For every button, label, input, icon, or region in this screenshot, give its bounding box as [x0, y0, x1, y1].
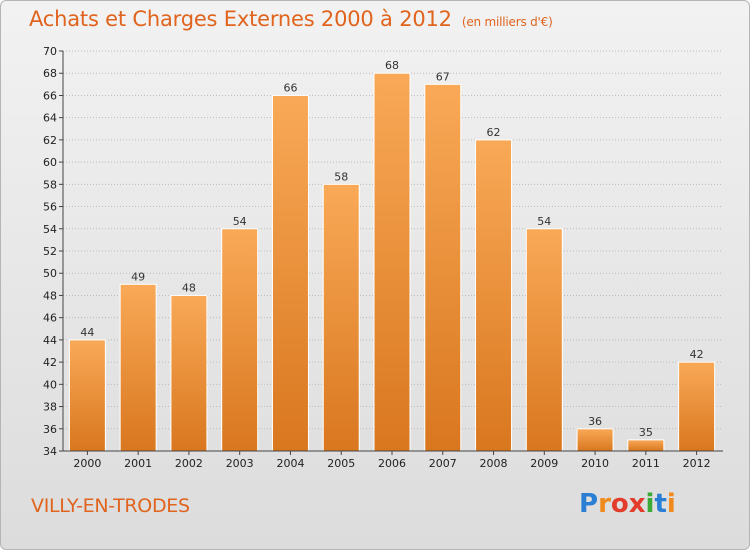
- y-tick-label: 58: [43, 178, 57, 191]
- x-tick-label: 2002: [175, 457, 203, 470]
- x-tick-label: 2001: [124, 457, 152, 470]
- bar-value-label: 42: [690, 348, 704, 361]
- axes: 34 36 38 40 42 44 46 48 50 52 54 56 58 60 62 64 66 68 70 20…: [43, 45, 723, 470]
- bar: [68, 339, 106, 452]
- y-tick-label: 60: [43, 156, 57, 169]
- chart-title: Achats et Charges Externes 2000 à 2012 (e…: [29, 7, 553, 31]
- bar: [576, 428, 614, 452]
- bar-value-label: 58: [334, 170, 348, 183]
- logo-letter: r: [598, 489, 611, 519]
- logo-letter: t: [654, 489, 667, 519]
- y-tick-label: 52: [43, 245, 57, 258]
- y-tick-label: 66: [43, 89, 57, 102]
- title-text: Achats et Charges Externes 2000 à 2012: [29, 7, 452, 31]
- x-tick-label: 2011: [632, 457, 660, 470]
- bar-value-label: 49: [131, 270, 145, 283]
- logo-letter: o: [610, 489, 629, 519]
- bar: [424, 83, 462, 452]
- bar-value-label: 44: [80, 326, 94, 339]
- y-tick-label: 56: [43, 201, 57, 214]
- bar-value-label: 36: [588, 415, 602, 428]
- x-tick-label: 2005: [327, 457, 355, 470]
- title-unit: (en milliers d'€): [461, 15, 553, 29]
- y-tick-label: 34: [43, 445, 57, 458]
- x-tick-label: 2007: [429, 457, 457, 470]
- bar-value-label: 48: [182, 281, 196, 294]
- x-tick-label: 2008: [480, 457, 508, 470]
- y-tick-label: 48: [43, 289, 57, 302]
- bar: [525, 228, 563, 452]
- y-tick-label: 40: [43, 378, 57, 391]
- bar-value-label: 66: [283, 81, 297, 94]
- logo-letter: P: [579, 489, 599, 519]
- bar: [475, 139, 513, 452]
- bar-value-label: 62: [487, 126, 501, 139]
- bar: [170, 294, 208, 452]
- bar: [322, 183, 360, 452]
- x-tick-label: 2009: [530, 457, 558, 470]
- y-tick-label: 70: [43, 45, 57, 58]
- y-tick-label: 62: [43, 134, 57, 147]
- y-tick-label: 42: [43, 356, 57, 369]
- bar-value-label: 54: [537, 215, 551, 228]
- bar-value-label: 67: [436, 70, 450, 83]
- x-tick-label: 2004: [276, 457, 304, 470]
- x-tick-label: 2006: [378, 457, 406, 470]
- logo-letter: i: [666, 489, 676, 519]
- bar-value-label: 68: [385, 59, 399, 72]
- y-tick-label: 54: [43, 223, 57, 236]
- proxiti-logo: Proxiti: [579, 489, 676, 519]
- bar: [678, 361, 716, 452]
- y-tick-label: 50: [43, 267, 57, 280]
- bar-value-label: 35: [639, 426, 653, 439]
- x-tick-label: 2010: [581, 457, 609, 470]
- bar: [373, 72, 411, 452]
- bar-value-label: 54: [233, 215, 247, 228]
- y-tick-label: 44: [43, 334, 57, 347]
- logo-letter: i: [645, 489, 655, 519]
- x-tick-label: 2003: [226, 457, 254, 470]
- bar: [271, 94, 309, 452]
- x-tick-label: 2012: [683, 457, 711, 470]
- bars: 44 49 48 54 66 58 68 67 62 54 36 35 42: [68, 59, 716, 452]
- bar: [221, 228, 259, 452]
- y-tick-label: 46: [43, 312, 57, 325]
- y-tick-label: 64: [43, 112, 57, 125]
- logo-letter: x: [628, 489, 646, 519]
- y-tick-label: 38: [43, 401, 57, 414]
- commune-name: VILLY-EN-TRODES: [31, 495, 190, 517]
- bar: [119, 283, 157, 452]
- y-tick-label: 36: [43, 423, 57, 436]
- x-tick-label: 2000: [73, 457, 101, 470]
- y-tick-label: 68: [43, 67, 57, 80]
- bar: [627, 439, 665, 452]
